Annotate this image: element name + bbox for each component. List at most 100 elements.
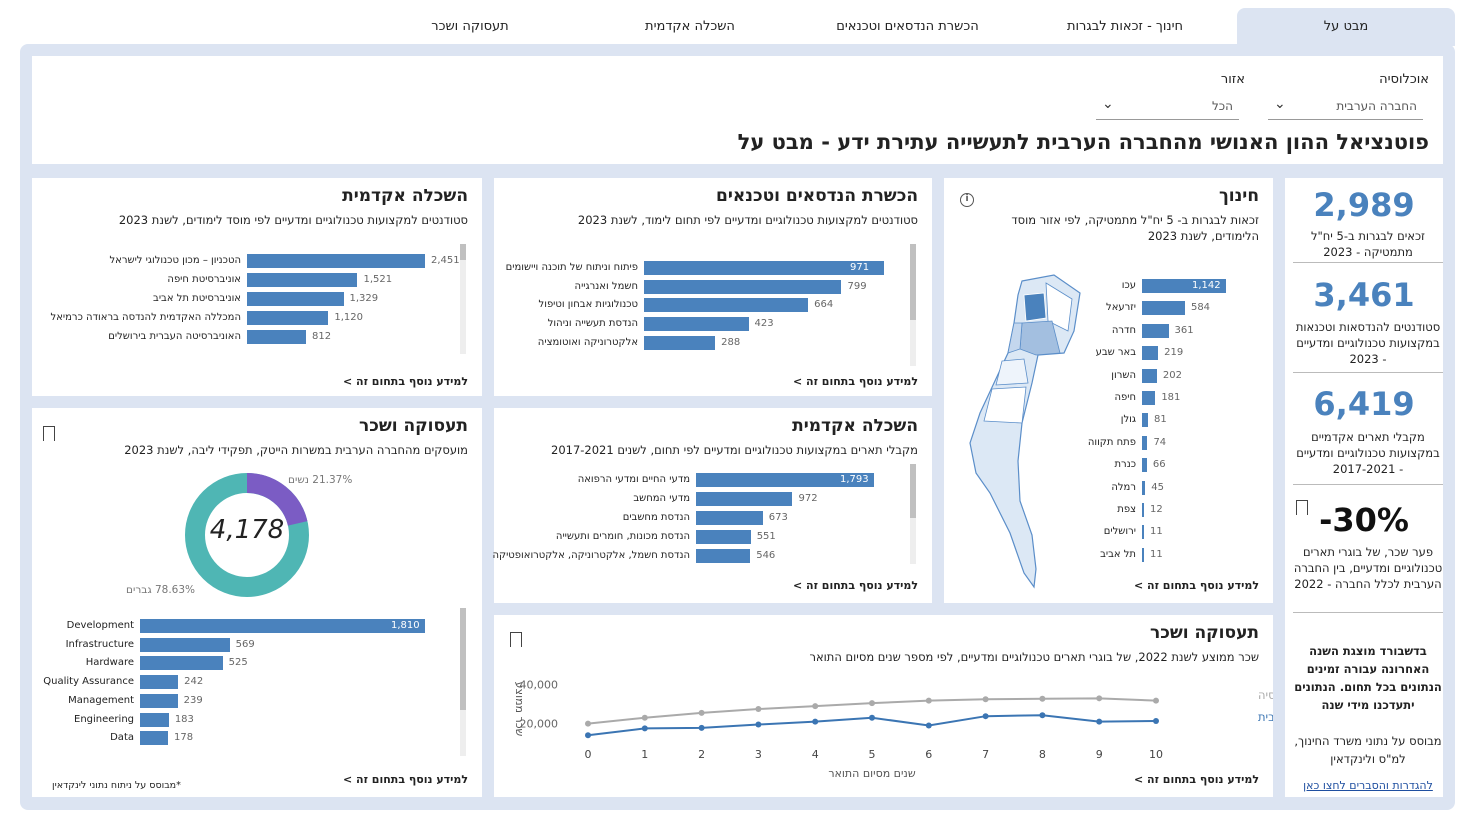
gender-donut[interactable] bbox=[172, 460, 322, 610]
kpi-gap-value: -30% bbox=[1319, 501, 1409, 539]
bar-category-label: האוניברסיטה העברית בירושלים bbox=[108, 331, 241, 342]
series-point bbox=[641, 725, 648, 732]
bar[interactable] bbox=[247, 273, 358, 287]
tab-education[interactable]: חינוך - זכאות לבגרות bbox=[1066, 19, 1184, 34]
bar[interactable] bbox=[1142, 458, 1147, 473]
bar[interactable] bbox=[140, 731, 169, 746]
bar[interactable] bbox=[644, 279, 842, 294]
bar[interactable] bbox=[140, 637, 230, 652]
bar-value-label: 1,521 bbox=[363, 274, 393, 285]
bar[interactable] bbox=[140, 693, 178, 708]
bar[interactable] bbox=[1142, 323, 1169, 338]
map-region[interactable] bbox=[1007, 322, 1023, 354]
bar[interactable] bbox=[247, 254, 425, 268]
academic-degrees-more-link[interactable]: למידע נוסף בתחום זה > bbox=[792, 579, 918, 592]
region-select[interactable]: הכל ⌄ bbox=[1096, 94, 1239, 120]
scrollbar-thumb[interactable] bbox=[460, 244, 466, 260]
scrollbar[interactable] bbox=[910, 244, 916, 366]
bar[interactable] bbox=[1142, 547, 1144, 562]
bar-value-label: 219 bbox=[1164, 347, 1184, 359]
series-point bbox=[869, 700, 875, 707]
info-icon[interactable]: i bbox=[960, 193, 974, 207]
education-more-link[interactable]: למידע נוסף בתחום זה > bbox=[1133, 579, 1259, 592]
bar[interactable] bbox=[1142, 391, 1156, 405]
bar[interactable] bbox=[644, 335, 716, 350]
region-value: הכל bbox=[1211, 99, 1233, 113]
definitions-link[interactable]: להגדרות והסברים לחצו כאן bbox=[1303, 779, 1433, 792]
bar[interactable] bbox=[696, 549, 751, 563]
map-region[interactable] bbox=[995, 358, 1029, 386]
bar-value-label: 178 bbox=[174, 732, 194, 744]
bar[interactable] bbox=[1142, 480, 1146, 495]
bar[interactable] bbox=[140, 712, 169, 727]
tab-overview[interactable]: מבט על bbox=[1237, 8, 1455, 46]
bar[interactable] bbox=[1142, 368, 1157, 383]
series-point bbox=[812, 703, 819, 710]
bar-category-label: הנדסת תעשייה וניהול bbox=[547, 318, 638, 330]
series-point bbox=[698, 724, 705, 731]
map-region[interactable] bbox=[1045, 282, 1073, 332]
bar[interactable] bbox=[696, 511, 763, 525]
bar[interactable] bbox=[644, 298, 809, 313]
x-tick-label: 5 bbox=[869, 748, 876, 761]
bar[interactable] bbox=[140, 656, 223, 671]
bookmark-icon[interactable] bbox=[1296, 500, 1308, 516]
engineers-card: הכשרת הנדסאים וטכנאים סטודנטים למקצועות … bbox=[494, 178, 932, 396]
scrollbar[interactable] bbox=[910, 464, 916, 564]
engineers-more-link[interactable]: למידע נוסף בתחום זה > bbox=[792, 375, 918, 388]
academic-students-more-link[interactable]: למידע נוסף בתחום זה > bbox=[342, 375, 468, 388]
bar-value-label: 66 bbox=[1152, 459, 1166, 471]
tab-employment[interactable]: תעסוקה ושכר bbox=[431, 19, 509, 34]
bookmark-icon[interactable] bbox=[510, 632, 522, 648]
tab-academic[interactable]: השכלה אקדמית bbox=[645, 19, 735, 34]
scrollbar-thumb[interactable] bbox=[910, 244, 916, 320]
bar[interactable] bbox=[247, 330, 306, 344]
bar[interactable] bbox=[696, 530, 751, 544]
bar[interactable] bbox=[1142, 346, 1159, 361]
chevron-down-icon: ⌄ bbox=[1274, 96, 1286, 112]
bar-category-label: Infrastructure bbox=[65, 638, 134, 650]
bar-category-label: גולן bbox=[1120, 414, 1136, 426]
israel-map[interactable] bbox=[962, 273, 1087, 591]
bar[interactable] bbox=[247, 311, 329, 325]
population-select[interactable]: החברה הערבית ⌄ bbox=[1268, 94, 1423, 120]
bar[interactable] bbox=[247, 292, 344, 306]
women-label: 21.37% נשים bbox=[288, 474, 353, 486]
chevron-down-icon: ⌄ bbox=[1102, 96, 1114, 112]
tab-engineers[interactable]: הכשרת הנדסאים וטכנאים bbox=[836, 19, 979, 34]
x-tick-label: 9 bbox=[1096, 748, 1103, 761]
kpi-divider bbox=[1293, 372, 1443, 373]
bar[interactable] bbox=[1142, 413, 1148, 428]
bookmark-icon[interactable] bbox=[43, 426, 55, 442]
bar[interactable] bbox=[1142, 279, 1226, 293]
academic-degrees-title: השכלה אקדמית bbox=[792, 416, 918, 436]
donut-women[interactable] bbox=[185, 473, 309, 597]
bar-category-label: צפת bbox=[1117, 504, 1136, 515]
map-region[interactable] bbox=[1023, 292, 1047, 322]
scrollbar[interactable] bbox=[460, 244, 466, 354]
employment-more-link[interactable]: למידע נוסף בתחום זה > bbox=[342, 773, 468, 786]
bar[interactable] bbox=[140, 619, 425, 633]
salary-more-link[interactable]: למידע נוסף בתחום זה > bbox=[1133, 773, 1259, 786]
bar[interactable] bbox=[696, 492, 793, 506]
series-point bbox=[698, 709, 705, 716]
bar-category-label: טכנולוגיות אבחון וטיפול bbox=[538, 299, 638, 311]
series-point bbox=[1096, 695, 1103, 702]
bar-value-label: 2,451 bbox=[431, 255, 460, 266]
bar[interactable] bbox=[644, 261, 884, 275]
men-label: 78.63% גברים bbox=[126, 584, 196, 596]
bar[interactable] bbox=[1142, 503, 1144, 517]
scrollbar-thumb[interactable] bbox=[460, 608, 466, 710]
map-region[interactable] bbox=[983, 386, 1027, 424]
bar-category-label: אלקטרוניקה ואוטומציה bbox=[537, 336, 638, 348]
bar[interactable] bbox=[644, 317, 749, 332]
scrollbar[interactable] bbox=[460, 608, 466, 756]
bar[interactable] bbox=[1142, 301, 1185, 316]
series-point bbox=[812, 718, 819, 725]
bar[interactable] bbox=[1142, 435, 1148, 450]
bar[interactable] bbox=[1142, 525, 1144, 540]
bar[interactable] bbox=[140, 675, 179, 690]
bar[interactable] bbox=[696, 473, 874, 487]
scrollbar-thumb[interactable] bbox=[910, 464, 916, 518]
